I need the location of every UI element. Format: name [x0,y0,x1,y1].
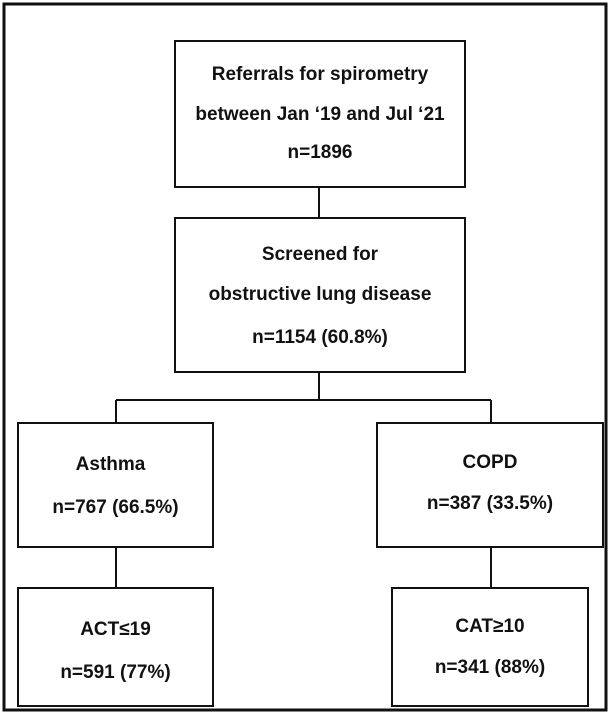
box-text: n=1154 (60.8%) [252,327,388,348]
box [174,40,466,188]
box-text: between Jan ‘19 and Jul ‘21 [195,104,445,125]
box-text: Asthma [76,454,146,475]
box [17,422,214,548]
box-text: n=341 (88%) [435,657,545,678]
box [376,422,604,548]
box-text: n=1896 [288,142,353,163]
box-text: Referrals for spirometry [212,64,429,85]
box [174,217,466,373]
box-text: ACT≤19 [80,619,151,640]
box-text: CAT≥10 [455,616,524,637]
box-text: obstructive lung disease [209,284,432,305]
box [391,587,589,707]
box-text: Screened for [262,244,379,265]
box-text: n=767 (66.5%) [52,497,178,518]
box [17,587,214,707]
box-text: n=387 (33.5%) [427,493,553,514]
box-text: n=591 (77%) [60,662,170,683]
box-text: COPD [463,452,518,473]
